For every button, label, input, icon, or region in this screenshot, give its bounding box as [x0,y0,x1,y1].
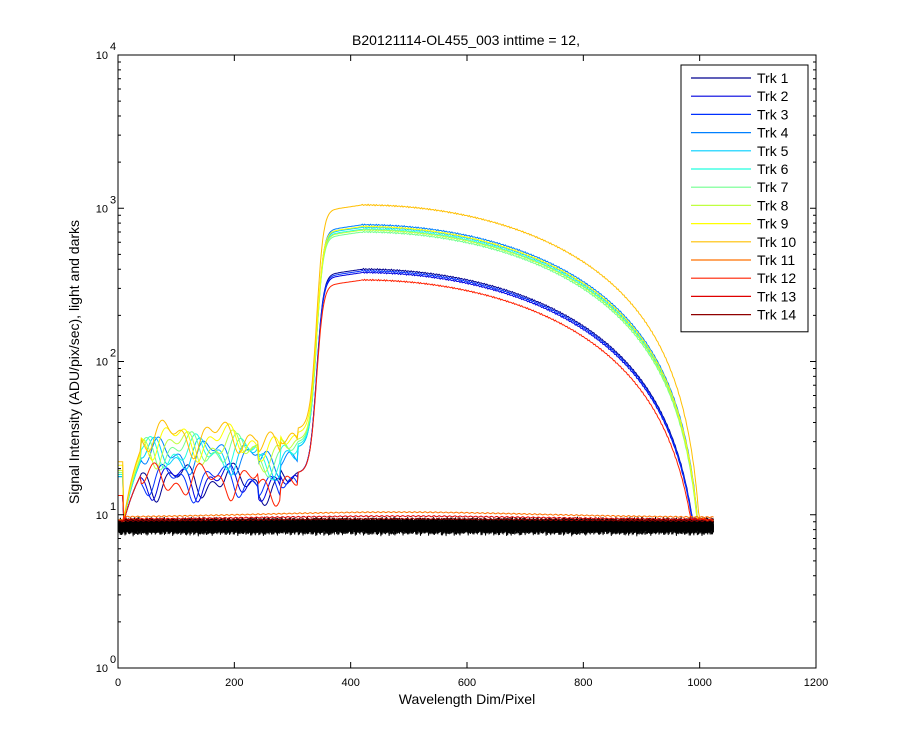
x-tick-label: 400 [341,677,359,689]
legend-label: Trk 2 [757,88,789,104]
y-tick-label-base: 10 [96,50,108,62]
y-tick-label-exponent: 2 [110,348,116,360]
y-tick-label-exponent: 4 [110,41,116,53]
series-line-trk-12 [118,278,714,522]
chart-title: B20121114-OL455_003 inttime = 12, [352,32,580,48]
legend-label: Trk 14 [757,307,796,323]
series-line-trk-9 [118,225,714,522]
y-tick-label-exponent: 0 [110,654,116,666]
series-line-trk-4 [118,223,714,522]
legend-label: Trk 6 [757,161,789,177]
y-axis-label: Signal Intensity (ADU/pix/sec), light an… [66,220,82,504]
legend-label: Trk 1 [757,70,789,86]
legend-label: Trk 8 [757,197,789,213]
x-tick-label: 600 [458,677,476,689]
legend: Trk 1 Trk 2 Trk 3 Trk 4 Trk 5 Trk 6 Trk 7 Trk 8… [680,64,809,333]
legend-label: Trk 3 [757,106,789,122]
legend-label: Trk 13 [757,288,796,304]
y-tick-label-base: 10 [96,357,108,369]
legend-label: Trk 5 [757,143,789,159]
series-line-trk-11 [118,511,714,521]
legend-label: Trk 11 [757,252,795,268]
legend-label: Trk 9 [757,216,789,232]
x-tick-label: 200 [225,677,243,689]
legend-box [680,64,809,333]
series-line-trk-2 [118,271,714,522]
x-axis: 0 200 400 600 800 1000 1200 [115,55,828,689]
series-line-trk-10 [118,203,714,522]
series-line-trk-13 [118,515,714,522]
dark-trace [117,516,714,531]
series-line-trk-6 [118,227,714,522]
series-line-trk-8 [118,228,714,522]
x-tick-label: 800 [574,677,592,689]
y-tick-label-exponent: 3 [110,194,116,206]
series-line-trk-7 [118,230,714,522]
x-tick-label: 1200 [804,677,828,689]
y-tick-label-base: 10 [96,203,108,215]
series-line-trk-14 [118,517,714,523]
series-line-trk-5 [118,225,714,522]
plot-area [117,203,714,537]
legend-label: Trk 7 [757,179,789,195]
y-tick-label-exponent: 1 [110,501,116,513]
x-tick-label: 1000 [687,677,711,689]
x-axis-label: Wavelength Dim/Pixel [399,691,535,707]
series-line-trk-3 [118,269,714,522]
legend-label: Trk 4 [757,125,789,141]
y-tick-label-base: 10 [96,663,108,675]
series-line-trk-1 [118,267,714,522]
y-tick-label-base: 10 [96,510,108,522]
legend-label: Trk 12 [757,270,796,286]
x-tick-label: 0 [115,677,121,689]
legend-label: Trk 10 [757,234,796,250]
